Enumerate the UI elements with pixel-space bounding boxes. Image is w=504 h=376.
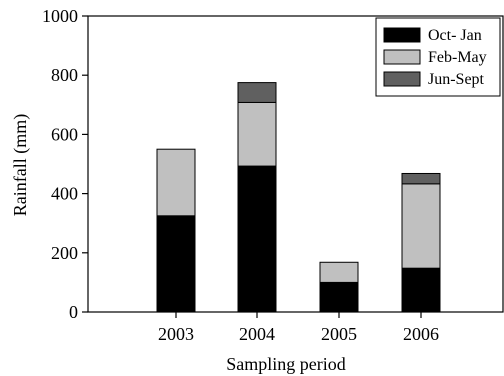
bar-2003-series-1 — [156, 148, 196, 217]
legend: Oct- Jan Feb-May Jun-Sept — [375, 17, 501, 97]
y-tick-label: 800 — [51, 65, 78, 85]
y-tick-label: 1000 — [42, 6, 78, 26]
bar-2003-series-0 — [156, 215, 196, 313]
x-axis-title: Sampling period — [226, 354, 346, 374]
legend-swatch — [383, 71, 421, 87]
x-tick-label: 2003 — [158, 324, 194, 344]
bars-layer — [156, 82, 441, 313]
x-tick-label: 2006 — [403, 324, 439, 344]
bar-2005-series-0 — [319, 281, 359, 313]
bar-2006-series-2 — [401, 172, 441, 185]
y-tick-label: 600 — [51, 124, 78, 144]
legend-swatch — [383, 27, 421, 43]
y-tick-label: 0 — [69, 302, 78, 322]
plot-frame — [87, 15, 504, 313]
y-tick-label: 200 — [51, 243, 78, 263]
legend-label: Jun-Sept — [428, 71, 485, 88]
legend-label: Oct- Jan — [428, 27, 482, 44]
legend-swatch — [383, 49, 421, 65]
bar-2004-series-2 — [237, 82, 277, 103]
y-tick-label: 400 — [51, 184, 78, 204]
bar-2005-series-1 — [319, 261, 359, 283]
legend-label: Feb-May — [428, 49, 487, 66]
x-tick-label: 2004 — [239, 324, 275, 344]
bar-2004-series-1 — [237, 101, 277, 167]
x-tick-label: 2005 — [321, 324, 357, 344]
bar-2006-series-0 — [401, 267, 441, 313]
axes-layer: 0 200 400 600 800 1000 2003 2004 2005 2006 — [42, 6, 504, 344]
bar-2006-series-1 — [401, 183, 441, 269]
y-axis-title: Rainfall (mm) — [10, 114, 31, 216]
bar-2004-series-0 — [237, 165, 277, 313]
